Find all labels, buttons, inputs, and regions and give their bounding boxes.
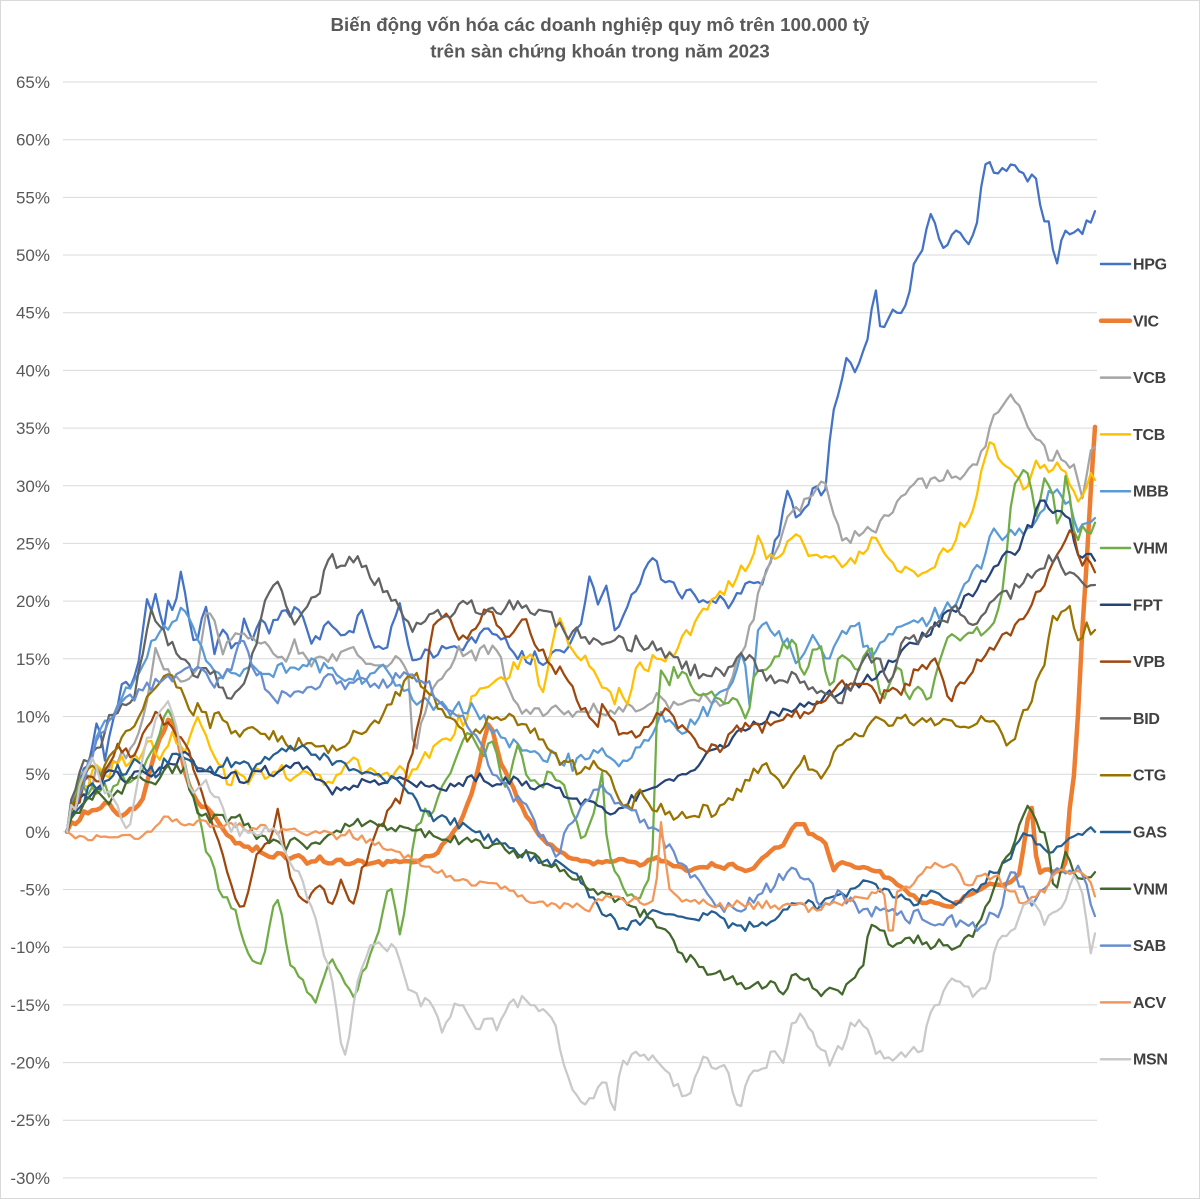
svg-text:VHM: VHM: [1133, 541, 1168, 558]
svg-text:10%: 10%: [16, 708, 50, 727]
svg-text:35%: 35%: [16, 419, 50, 438]
svg-text:HPG: HPG: [1133, 257, 1167, 274]
svg-text:30%: 30%: [16, 477, 50, 496]
svg-text:CTG: CTG: [1133, 768, 1166, 785]
svg-text:-5%: -5%: [20, 881, 50, 900]
svg-text:-10%: -10%: [10, 938, 50, 957]
svg-text:40%: 40%: [16, 361, 50, 380]
svg-text:trên sàn chứng khoán trong năm: trên sàn chứng khoán trong năm 2023: [430, 41, 770, 62]
svg-text:20%: 20%: [16, 592, 50, 611]
svg-text:TCB: TCB: [1133, 427, 1165, 444]
svg-text:VIC: VIC: [1133, 313, 1160, 330]
svg-text:-15%: -15%: [10, 996, 50, 1015]
svg-text:-25%: -25%: [10, 1111, 50, 1130]
svg-text:VCB: VCB: [1133, 370, 1166, 387]
svg-text:VNM: VNM: [1133, 881, 1168, 898]
svg-text:55%: 55%: [16, 188, 50, 207]
svg-text:-30%: -30%: [10, 1169, 50, 1188]
svg-text:FPT: FPT: [1133, 597, 1163, 614]
svg-text:Biến động vốn hóa các doanh ng: Biến động vốn hóa các doanh nghiệp quy m…: [331, 14, 871, 35]
svg-text:60%: 60%: [16, 131, 50, 150]
svg-text:5%: 5%: [25, 765, 50, 784]
svg-text:MBB: MBB: [1133, 484, 1169, 501]
svg-text:BID: BID: [1133, 711, 1160, 728]
svg-text:65%: 65%: [16, 73, 50, 92]
svg-text:-20%: -20%: [10, 1054, 50, 1073]
svg-text:25%: 25%: [16, 534, 50, 553]
svg-text:SAB: SAB: [1133, 938, 1166, 955]
svg-text:ACV: ACV: [1133, 995, 1167, 1012]
svg-text:45%: 45%: [16, 304, 50, 323]
svg-text:15%: 15%: [16, 650, 50, 669]
svg-text:0%: 0%: [25, 823, 50, 842]
svg-text:MSN: MSN: [1133, 1052, 1168, 1069]
svg-text:GAS: GAS: [1133, 825, 1167, 842]
svg-text:50%: 50%: [16, 246, 50, 265]
svg-text:VPB: VPB: [1133, 654, 1165, 671]
